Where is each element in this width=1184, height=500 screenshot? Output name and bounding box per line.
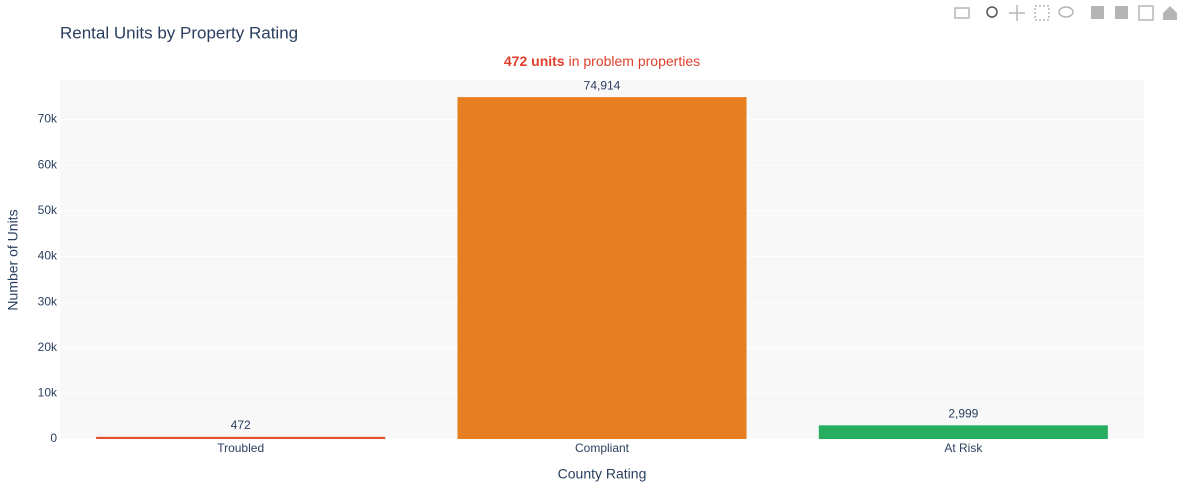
zoom-out-icon[interactable] [1115,6,1128,19]
y-tick-label: 60k [38,157,58,171]
bar [818,425,1108,439]
camera-icon[interactable] [954,7,970,19]
x-tick-label: Troubled [217,441,264,455]
zoom-icon[interactable] [986,6,998,18]
reset-icon[interactable] [1163,6,1177,20]
annotation-text: in problem properties [569,53,701,69]
modebar[interactable] [954,5,1177,21]
y-tick-label: 70k [38,112,58,126]
bar [96,436,386,439]
y-tick-label: 50k [38,203,58,217]
y-tick-label: 20k [38,340,58,354]
autoscale-icon[interactable] [1138,5,1154,21]
data-label: 74,914 [584,78,621,92]
y-tick-label: 10k [38,386,58,400]
annotation: 472 units in problem properties [504,53,700,69]
x-tick-label: At Risk [944,441,983,455]
y-tick-label: 40k [38,249,58,263]
y-tick-label: 0 [50,431,57,445]
chart-title: Rental Units by Property Rating [60,23,298,42]
y-tick-label: 30k [38,294,58,308]
pan-icon[interactable] [1009,5,1025,21]
y-axis-label: Number of Units [5,209,21,310]
zoom-in-icon[interactable] [1091,6,1104,19]
lasso-icon[interactable] [1058,6,1074,18]
data-label: 472 [231,418,251,432]
x-tick-label: Compliant [575,441,630,455]
select-icon[interactable] [1034,5,1050,21]
x-axis-label: County Rating [558,466,647,482]
bar [457,97,747,439]
data-label: 2,999 [948,406,978,420]
annotation-bold: 472 units [504,53,565,69]
